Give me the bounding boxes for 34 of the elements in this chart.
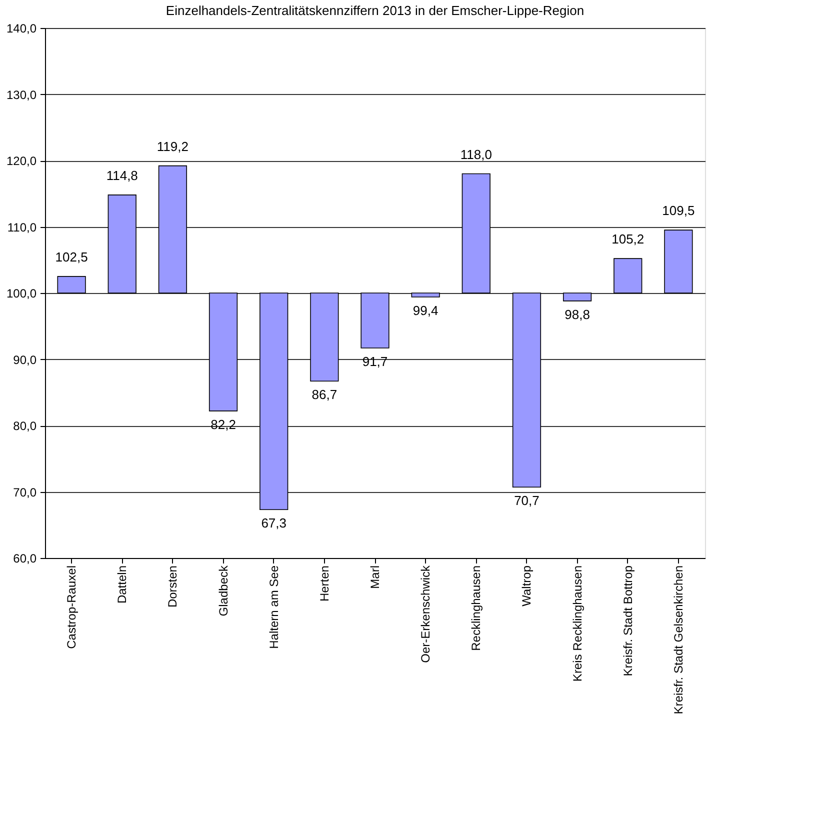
x-tick-label: Waltrop <box>520 565 534 606</box>
y-tick-label: 100,0 <box>6 286 37 300</box>
data-label: 118,0 <box>460 146 492 162</box>
data-label: 102,5 <box>55 249 88 264</box>
data-label: 114,8 <box>106 168 138 183</box>
y-tick-label: 110,0 <box>7 220 37 234</box>
x-tick-label: Kreisfr. Stadt Bottrop <box>620 565 635 676</box>
data-label: 70,7 <box>514 493 540 508</box>
x-tick-label: Kreis Recklinghausen <box>570 566 584 682</box>
data-label: 109,5 <box>662 203 695 218</box>
x-tick-label: Oer-Erkenschwick <box>418 564 433 663</box>
x-tick-label: Recklinghausen <box>469 566 484 651</box>
data-label: 86,7 <box>312 387 338 402</box>
data-label: 98,8 <box>564 306 590 322</box>
y-tick-label: 70,0 <box>13 485 37 500</box>
x-tick-label: Haltern am See <box>266 565 281 649</box>
x-tick-label: Gladbeck <box>216 564 230 616</box>
y-tick-label: 60,0 <box>13 552 37 566</box>
x-tick-label: Herten <box>317 566 332 602</box>
chart-title: Einzelhandels-Zentralitätskennziffern 2013 in der Emscher-Lippe-Region <box>166 3 584 18</box>
x-tick-label: Castrop-Rauxel <box>64 566 79 649</box>
data-label: 105,2 <box>612 232 644 247</box>
y-tick-label: 80,0 <box>13 419 37 433</box>
x-tick-label: Marl <box>368 566 382 589</box>
x-tick-label: Kreisfr. Stadt Gelsenkirchen <box>671 566 686 714</box>
x-tick-label: Dorsten <box>166 566 180 608</box>
y-tick-label: 140,0 <box>6 22 37 36</box>
data-label: 119,2 <box>156 138 188 154</box>
data-label: 99,4 <box>412 302 438 318</box>
y-tick-label: 130,0 <box>6 88 37 102</box>
y-tick-label: 90,0 <box>13 352 37 367</box>
data-label: 67,3 <box>261 516 287 531</box>
x-tick-label: Datteln <box>115 566 130 604</box>
y-tick-label: 120,0 <box>6 154 37 168</box>
